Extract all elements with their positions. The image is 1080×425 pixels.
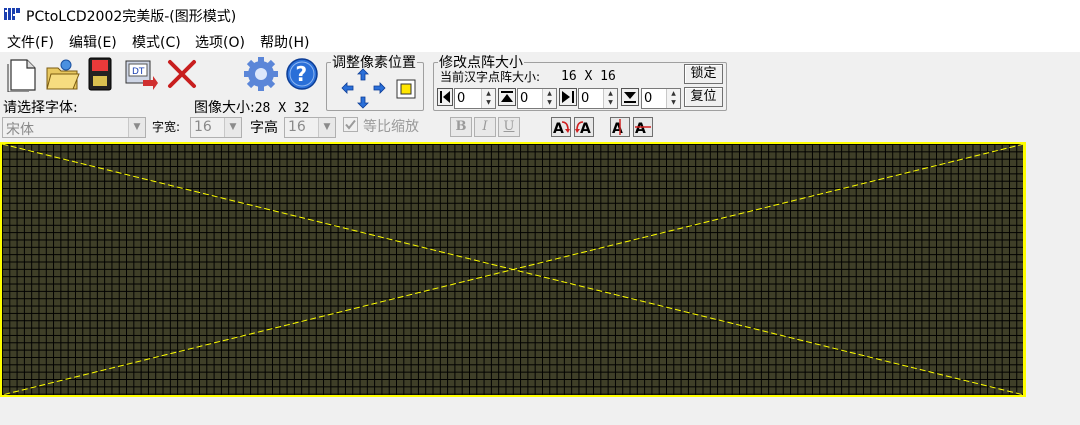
font-combo-value: 宋体 [6,119,34,139]
toolbar-area: DT ? 调整像素位置 [0,52,1080,142]
save-disk-icon[interactable] [86,56,114,92]
svg-text:A: A [612,121,623,137]
shift-down-icon[interactable] [357,96,369,109]
app-logo-icon [3,6,21,22]
svg-text:A: A [553,121,564,137]
rotate-right-icon[interactable]: A [574,117,594,137]
menu-file[interactable]: 文件(F) [7,32,54,52]
char-width-combo[interactable]: 16 ▼ [190,117,242,138]
margin-top-arrows[interactable]: ▲ ▼ [542,89,556,108]
current-matrix-value: 16 X 16 [561,69,616,84]
chevron-down-icon[interactable]: ▼ [318,118,335,137]
svg-text:A: A [635,121,646,137]
flip-vertical-icon[interactable]: A [633,117,653,137]
help-icon[interactable]: ? [285,57,319,91]
char-height-combo[interactable]: 16 ▼ [284,117,336,138]
char-height-value: 16 [288,119,306,135]
margin-bottom-input[interactable] [642,89,664,108]
canvas-diagonals [0,142,1026,397]
settings-gear-icon[interactable] [244,56,278,92]
svg-text:A: A [580,121,591,137]
rotate-left-icon[interactable]: A [551,117,571,137]
menu-options[interactable]: 选项(O) [195,32,245,52]
svg-text:DT: DT [132,67,145,77]
shift-left-icon[interactable] [341,82,354,94]
chevron-down-icon[interactable]: ▼ [224,118,241,137]
margin-right-spinner[interactable]: ▲▼ [578,88,618,109]
adjust-pixel-legend: 调整像素位置 [331,52,417,72]
margin-left-input[interactable] [455,89,477,108]
reset-button[interactable]: 复位 [684,87,723,107]
font-combo[interactable]: 宋体 ▼ [2,117,146,138]
proportional-label: 等比缩放 [363,116,419,136]
margin-right-arrows[interactable]: ▲ ▼ [603,89,617,108]
center-image-icon[interactable] [396,79,416,99]
flip-horizontal-icon[interactable]: A [610,117,630,137]
margin-left-spinner[interactable]: ▲▼ [454,88,496,109]
current-matrix-label: 当前汉字点阵大小: [440,68,540,85]
shift-right-icon[interactable] [373,82,386,94]
underline-button[interactable]: U [498,117,520,137]
margin-bottom-icon [621,88,639,106]
new-file-icon[interactable] [5,56,39,92]
image-size-value: 28 X 32 [255,101,310,116]
bold-button[interactable]: B [450,117,472,137]
status-area [0,397,1080,425]
margin-left-arrows[interactable]: ▲ ▼ [481,89,495,108]
generate-export-icon[interactable]: DT [123,56,159,92]
margin-top-spinner[interactable]: ▲▼ [517,88,557,109]
menu-edit[interactable]: 编辑(E) [69,32,117,52]
image-size-label: 图像大小:28 X 32 [194,97,310,117]
chevron-down-icon[interactable]: ▼ [128,118,145,137]
menu-help[interactable]: 帮助(H) [260,32,309,52]
shift-up-icon[interactable] [357,68,369,81]
image-size-title: 图像大小: [194,100,255,116]
menu-mode[interactable]: 模式(C) [132,32,181,52]
margin-top-icon [498,88,516,106]
delete-icon[interactable] [166,58,198,90]
char-height-label: 字高 [250,117,278,137]
proportional-checkbox[interactable] [343,117,358,132]
open-folder-icon[interactable] [44,56,80,92]
margin-left-icon [437,88,453,106]
margin-bottom-arrows[interactable]: ▲ ▼ [666,89,680,108]
lock-button[interactable]: 锁定 [684,64,723,84]
dot-matrix-canvas[interactable] [0,142,1026,397]
font-select-label: 请选择字体: [3,97,78,117]
margin-right-icon [559,88,577,106]
italic-button[interactable]: I [474,117,496,137]
margin-bottom-spinner[interactable]: ▲▼ [641,88,681,109]
char-width-value: 16 [194,119,212,135]
window-title: PCtoLCD2002完美版-(图形模式) [26,6,236,26]
svg-text:?: ? [296,62,308,86]
menu-bar: 文件(F) 编辑(E) 模式(C) 选项(O) 帮助(H) [0,30,1080,52]
margin-top-input[interactable] [518,89,540,108]
margin-right-input[interactable] [579,89,601,108]
title-bar: PCtoLCD2002完美版-(图形模式) [0,0,1080,30]
char-width-label: 字宽: [152,118,180,135]
